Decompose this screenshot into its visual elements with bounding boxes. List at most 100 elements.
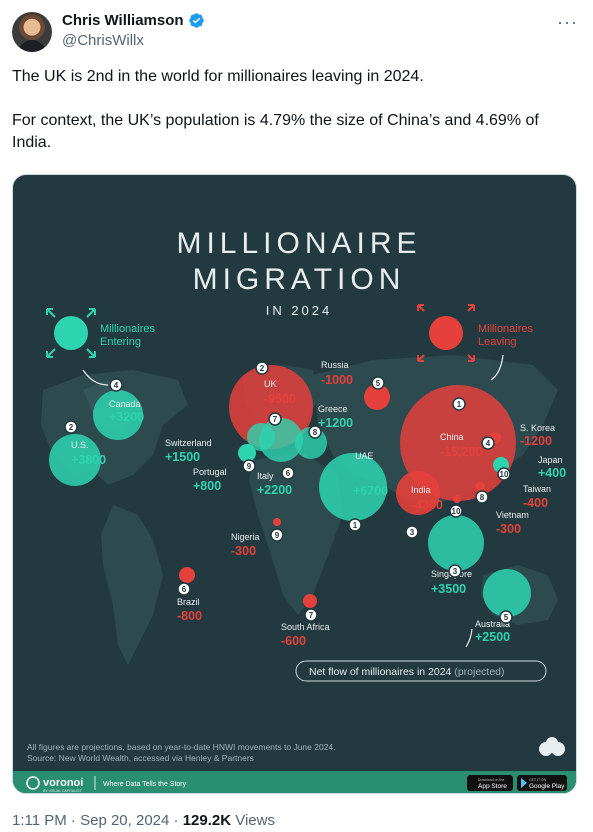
- value-uk: -9500: [264, 392, 296, 406]
- author-handle[interactable]: @ChrisWillx: [62, 32, 144, 49]
- label-australia: Australia: [475, 619, 510, 629]
- rank-vietnam: 10: [452, 507, 461, 516]
- value-italy: +2200: [257, 483, 292, 497]
- rank-switzerland-badge: [268, 412, 282, 426]
- legend-leaving-icon: [429, 316, 463, 350]
- value-south-africa: -600: [281, 634, 306, 648]
- infographic-title-1: MILLIONAIRE: [176, 227, 421, 260]
- bubble-south-africa[interactable]: [303, 594, 317, 608]
- value-greece: +1200: [318, 416, 353, 430]
- bubble-russia[interactable]: [364, 384, 390, 410]
- leaving-arrows-icon: [417, 304, 475, 362]
- label-nigeria: Nigeria: [231, 532, 260, 542]
- rank-china-badge: [452, 397, 466, 411]
- net-flow-label: Net flow of millionaires in 2024 (projec…: [309, 666, 505, 678]
- bubble-us[interactable]: [49, 434, 101, 486]
- footnote-2: Source: New World Wealth, accessed via H…: [27, 753, 254, 763]
- bubble-singapore[interactable]: [428, 515, 484, 571]
- rank-china: 1: [457, 400, 462, 409]
- value-switzerland: +1500: [165, 450, 200, 464]
- bubble-china[interactable]: [400, 385, 516, 501]
- net-flow-pill: [295, 660, 547, 682]
- rank-vietnam-badge: [449, 504, 463, 518]
- rank-canada: 4: [114, 381, 119, 390]
- legend-entering-2: Entering: [100, 336, 141, 348]
- bubble-layer: MILLIONAIRE MIGRATION IN 2024 Millionair…: [13, 227, 576, 793]
- bubble-vietnam[interactable]: [453, 495, 461, 503]
- google-play-button[interactable]: [517, 775, 567, 791]
- rank-italy-badge: [281, 466, 295, 480]
- author-name[interactable]: Chris Williamson: [62, 12, 184, 29]
- rank-south-africa: 7: [309, 611, 314, 620]
- post-date[interactable]: Sep 20, 2024: [80, 812, 170, 829]
- voronoi-logo-icon: [26, 776, 40, 790]
- author-row: Chris Williamson: [62, 12, 205, 29]
- value-brazil: -800: [177, 609, 202, 623]
- app-store-label: App Store: [478, 783, 507, 790]
- meta-separator: ·: [173, 812, 179, 829]
- rank-india-badge: [405, 525, 419, 539]
- rank-taiwan: 8: [480, 493, 485, 502]
- leaving-pointer: [490, 354, 504, 381]
- app-store-button[interactable]: [467, 775, 513, 791]
- value-portugal: +800: [193, 479, 221, 493]
- value-japan: +400: [538, 466, 566, 480]
- label-japan: Japan: [538, 455, 563, 465]
- more-icon[interactable]: ···: [557, 12, 578, 32]
- brand-sub: BY VISUAL CAPITALIST: [43, 789, 83, 793]
- post-text: The UK is 2nd in the world for millionai…: [12, 66, 578, 176]
- bubble-nigeria[interactable]: [273, 518, 281, 526]
- rank-brazil: 6: [182, 585, 187, 594]
- meta-separator: ·: [70, 812, 76, 829]
- label-s-korea: S. Korea: [520, 423, 555, 433]
- label-greece: Greece: [318, 404, 348, 414]
- rank-greece-badge: [308, 425, 322, 439]
- bubble-uae[interactable]: [319, 453, 387, 521]
- bubble-switzerland[interactable]: [247, 423, 275, 451]
- infographic-subtitle: IN 2024: [266, 303, 333, 318]
- entering-pointer: [82, 369, 109, 386]
- bubble-india[interactable]: [396, 471, 440, 515]
- label-uk: UK: [264, 379, 277, 389]
- rank-nigeria-badge: [270, 528, 284, 542]
- label-india: India: [411, 485, 431, 495]
- rank-japan: 10: [500, 470, 509, 479]
- rank-singapore: 3: [453, 567, 458, 576]
- rank-portugal-badge: [242, 459, 256, 473]
- label-taiwan: Taiwan: [523, 484, 551, 494]
- value-nigeria: -300: [231, 544, 256, 558]
- rank-uk-badge: [255, 361, 269, 375]
- post-text-line: The UK is 2nd in the world for millionai…: [12, 68, 424, 85]
- rank-singapore-badge: [448, 564, 462, 578]
- google-play-icon: [521, 778, 527, 788]
- rank-switzerland: 7: [273, 415, 278, 424]
- bubble-brazil[interactable]: [179, 567, 195, 583]
- bubble-australia[interactable]: [483, 569, 531, 617]
- views-label: Views: [235, 812, 275, 829]
- bubble-taiwan[interactable]: [475, 482, 485, 492]
- post-media-infographic[interactable]: MILLIONAIRE MIGRATION IN 2024 Millionair…: [12, 174, 577, 794]
- value-canada: +3200: [109, 410, 144, 424]
- rank-russia: 5: [376, 379, 381, 388]
- rank-uae-badge: [348, 518, 362, 532]
- rank-canada-badge: [109, 378, 123, 392]
- rank-india: 3: [410, 528, 415, 537]
- bubble-canada[interactable]: [93, 390, 143, 440]
- label-brazil: Brazil: [177, 597, 200, 607]
- post-time[interactable]: 1:11 PM: [12, 812, 67, 829]
- value-uae: +6700: [353, 484, 388, 498]
- value-taiwan: -400: [523, 496, 548, 510]
- brand-bar: [13, 771, 576, 793]
- value-russia: -1000: [321, 373, 353, 387]
- footnote-1: All figures are projections, based on ye…: [27, 742, 336, 752]
- rank-u-s-: 2: [69, 423, 74, 432]
- verified-badge-icon: [188, 13, 204, 28]
- rank-s-korea: 4: [486, 439, 491, 448]
- rank-russia-badge: [371, 376, 385, 390]
- rank-brazil-badge: [177, 582, 191, 596]
- avatar[interactable]: [12, 12, 52, 52]
- legend-leaving-2: Leaving: [478, 336, 517, 348]
- value-vietnam: -300: [496, 522, 521, 536]
- bubble-portugal[interactable]: [238, 444, 256, 462]
- label-switzerland: Switzerland: [165, 438, 212, 448]
